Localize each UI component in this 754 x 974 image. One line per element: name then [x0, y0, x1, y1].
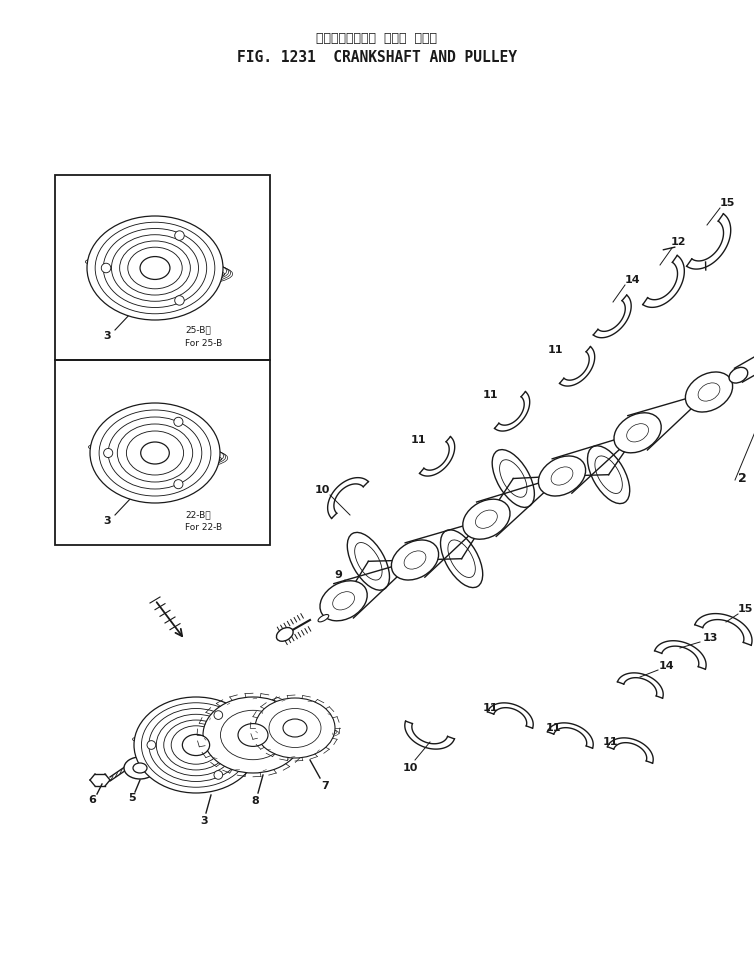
Text: 12: 12 — [670, 237, 685, 247]
Text: For 25-B: For 25-B — [185, 339, 222, 348]
Text: FIG. 1231  CRANKSHAFT AND PULLEY: FIG. 1231 CRANKSHAFT AND PULLEY — [237, 50, 517, 65]
Ellipse shape — [348, 533, 390, 590]
Text: 13: 13 — [702, 633, 718, 643]
Ellipse shape — [255, 698, 335, 758]
Text: 9: 9 — [334, 570, 342, 580]
Ellipse shape — [140, 256, 170, 280]
Text: 14: 14 — [658, 661, 674, 671]
Text: 10: 10 — [314, 485, 329, 495]
Ellipse shape — [133, 763, 147, 773]
Text: 3: 3 — [201, 816, 208, 826]
Text: クランクシャフト  および  プーリ: クランクシャフト および プーリ — [317, 32, 437, 45]
Circle shape — [174, 479, 183, 489]
Text: 25-B用: 25-B用 — [185, 325, 211, 334]
Ellipse shape — [277, 627, 293, 641]
Ellipse shape — [614, 413, 661, 453]
Ellipse shape — [283, 719, 307, 737]
Circle shape — [103, 448, 113, 458]
Ellipse shape — [320, 581, 367, 620]
Ellipse shape — [141, 442, 170, 464]
Text: 14: 14 — [624, 275, 640, 285]
Circle shape — [101, 263, 111, 273]
Circle shape — [175, 296, 184, 305]
Text: 11: 11 — [410, 435, 426, 445]
Text: 11: 11 — [483, 703, 498, 713]
Text: 22-B用: 22-B用 — [185, 510, 210, 519]
Ellipse shape — [685, 372, 733, 412]
Bar — [55, 175, 270, 360]
Text: 2: 2 — [737, 471, 746, 484]
Ellipse shape — [587, 446, 630, 504]
Circle shape — [147, 740, 155, 749]
Ellipse shape — [182, 734, 210, 756]
Ellipse shape — [124, 757, 156, 779]
Ellipse shape — [391, 540, 439, 580]
Ellipse shape — [203, 697, 303, 773]
Text: 5: 5 — [128, 793, 136, 803]
Ellipse shape — [318, 615, 329, 621]
Text: 15: 15 — [737, 604, 752, 614]
Bar — [55, 360, 270, 545]
Ellipse shape — [463, 500, 510, 540]
Circle shape — [214, 770, 222, 779]
Text: 6: 6 — [88, 795, 96, 805]
Ellipse shape — [238, 724, 268, 746]
Ellipse shape — [440, 530, 483, 587]
Text: 3: 3 — [103, 516, 111, 526]
Circle shape — [175, 231, 184, 241]
Circle shape — [214, 711, 222, 720]
Text: 11: 11 — [547, 345, 562, 355]
Text: 3: 3 — [103, 331, 111, 341]
Ellipse shape — [90, 403, 220, 503]
Circle shape — [174, 417, 183, 427]
Ellipse shape — [729, 367, 748, 383]
Ellipse shape — [538, 456, 586, 496]
Ellipse shape — [492, 450, 535, 507]
Text: 11: 11 — [545, 723, 561, 733]
Text: 10: 10 — [403, 763, 418, 773]
Text: For 22-B: For 22-B — [185, 523, 222, 533]
Ellipse shape — [134, 697, 258, 793]
Text: 11: 11 — [602, 737, 618, 747]
Text: 15: 15 — [719, 198, 734, 208]
Ellipse shape — [87, 216, 223, 320]
Text: 4: 4 — [336, 613, 344, 623]
Text: 8: 8 — [251, 796, 259, 806]
Text: 7: 7 — [321, 781, 329, 791]
Text: 11: 11 — [483, 390, 498, 400]
